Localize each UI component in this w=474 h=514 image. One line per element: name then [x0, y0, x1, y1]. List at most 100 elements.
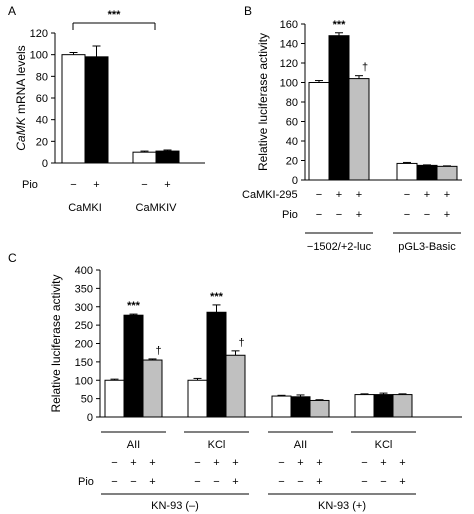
panel-a-camki-bar: [84, 56, 109, 164]
panel-c-pio-sign: +: [149, 476, 155, 488]
panel-b-group-0-bar: [308, 82, 330, 181]
panel-b-pio-sign: −: [336, 209, 342, 221]
panel-b-y-tick-label: 140: [280, 39, 298, 51]
panel-c-stimulus-sign: +: [232, 457, 238, 469]
panel-c-stimulus-sign: −: [111, 457, 117, 469]
panel-c-pio-sign: +: [399, 476, 405, 488]
panel-c-group-0-significance-mark: ***: [127, 300, 141, 312]
panel-c-y-tick-label: 350: [75, 283, 93, 295]
panel-b-pio-sign: −: [424, 209, 430, 221]
panel-c-group-2-bar: [309, 399, 330, 418]
panel-c-stimulus-sign: −: [278, 457, 284, 469]
panel-c-pio-sign: −: [297, 476, 303, 488]
panel-b-group-0-significance-mark: ***: [333, 19, 347, 31]
panel-b-camki-sign: −: [316, 189, 322, 201]
panel-b-group-0-bar: [348, 78, 370, 181]
panel-b-group-label: pGL3-Basic: [398, 241, 456, 253]
panel-c-group-0-bar: [142, 359, 163, 418]
panel-c-group-1-significance-mark: ***: [210, 291, 224, 303]
panel-c-stimulus-sign: +: [213, 457, 219, 469]
panel-a-y-tick-label: 40: [36, 115, 48, 127]
panel-c-group-3-bar: [354, 394, 375, 418]
panel-c-kn93-label: KN-93 (–): [151, 500, 199, 512]
panel-b-pio-sign: −: [404, 209, 410, 221]
panel-c-group-2-bar: [271, 395, 292, 418]
panel-c-group-label: KCl: [375, 439, 393, 451]
panel-c-y-tick-label: 50: [81, 394, 93, 406]
panel-b-camki-sign: +: [424, 189, 430, 201]
panel-c-stimulus-sign: +: [316, 457, 322, 469]
panel-a-y-axis-title: CaMK mRNA levels: [14, 45, 28, 150]
panel-b-group-1-bar: [436, 165, 458, 181]
panel-c-pio-sign: +: [316, 476, 322, 488]
panel-b-y-tick-label: 160: [280, 19, 298, 31]
panel-a-category-label: CaMKIV: [136, 202, 178, 214]
panel-c-stimulus-sign: −: [361, 457, 367, 469]
panel-c-stimulus-sign: +: [380, 457, 386, 469]
panel-c-pio-sign: −: [380, 476, 386, 488]
panel-a-category-label: CaMKI: [68, 202, 102, 214]
panel-c-kn93-label: KN-93 (+): [318, 500, 366, 512]
panel-c-pio-sign: −: [213, 476, 219, 488]
panel-c-y-tick-label: 300: [75, 302, 93, 314]
panel-a-y-tick-label: 100: [30, 50, 48, 62]
panel-c-group-1-bar: [206, 311, 227, 418]
panel-b-label: B: [244, 4, 252, 18]
panel-c-group-0-bar: [123, 314, 144, 418]
panel-a-camkiv-bar: [132, 151, 157, 164]
panel-c-group-2-bar: [290, 396, 311, 418]
panel-c-y-tick-label: 100: [75, 375, 93, 387]
panel-c-pio-sign: −: [361, 476, 367, 488]
panel-b-pio-sign: −: [316, 209, 322, 221]
panel-a-camkiv-bar: [155, 150, 180, 164]
panel-c-group-1-significance-mark: †: [238, 337, 244, 349]
panel-b-camki-sign: +: [336, 189, 342, 201]
panel-a-pio-sign: +: [164, 179, 170, 191]
panel-a-y-tick-label: 80: [36, 71, 48, 83]
panel-c-y-tick-label: 400: [75, 265, 93, 277]
panel-a-pio-row-label: Pio: [22, 179, 38, 191]
panel-c-pio-sign: +: [232, 476, 238, 488]
panel-b-camki-sign: +: [444, 189, 450, 201]
panel-a-pio-sign: −: [70, 179, 76, 191]
panel-b-group-1-bar: [416, 164, 438, 181]
panel-c-stimulus-sign: −: [194, 457, 200, 469]
panel-a-bracket-label: ***: [108, 9, 122, 21]
panel-a-camki-bar: [61, 54, 86, 164]
panel-b-group-1-bar: [396, 162, 418, 181]
panel-c-pio-sign: −: [194, 476, 200, 488]
panel-b-pio-sign: +: [444, 209, 450, 221]
panel-b-camki-row-label: CaMKI-295: [242, 189, 298, 201]
panel-b-camki-sign: −: [404, 189, 410, 201]
panel-a-pio-sign: +: [93, 179, 99, 191]
panel-b-y-axis-title: Relative luciferase activity: [256, 33, 270, 171]
panel-b-y-tick-label: 0: [292, 175, 298, 187]
panel-c-group-0-bar: [104, 379, 125, 418]
panel-c-stimulus-sign: +: [399, 457, 405, 469]
panel-a-pio-sign: −: [141, 179, 147, 191]
panel-c-group-0-significance-mark: †: [155, 345, 161, 357]
panel-c-label: C: [8, 251, 17, 265]
panel-c-pio-row-label: Pio: [78, 476, 94, 488]
panel-c-y-tick-label: 200: [75, 339, 93, 351]
panel-c-group-label: AII: [127, 439, 140, 451]
panel-b-y-tick-label: 100: [280, 78, 298, 90]
panel-b-y-tick-label: 40: [286, 136, 298, 148]
panel-c-stimulus-sign: +: [297, 457, 303, 469]
panel-c-stimulus-sign: +: [130, 457, 136, 469]
panel-c-pio-sign: −: [278, 476, 284, 488]
panel-c-group-label: AII: [294, 439, 307, 451]
panel-c-stimulus-sign: +: [149, 457, 155, 469]
panel-c-group-3-bar: [373, 394, 394, 418]
panel-c-y-tick-label: 150: [75, 357, 93, 369]
panel-b-y-tick-label: 20: [286, 156, 298, 168]
panel-c-group-1-bar: [225, 354, 246, 418]
panel-a-label: A: [8, 4, 16, 18]
panel-a-y-tick-label: 0: [42, 158, 48, 170]
panel-b-group-0-significance-mark: †: [362, 62, 368, 74]
panel-b-group-label: −1502/+2-luc: [307, 241, 372, 253]
panel-a-y-tick-label: 60: [36, 93, 48, 105]
panel-c-y-tick-label: 250: [75, 320, 93, 332]
panel-b-camki-sign: +: [356, 189, 362, 201]
